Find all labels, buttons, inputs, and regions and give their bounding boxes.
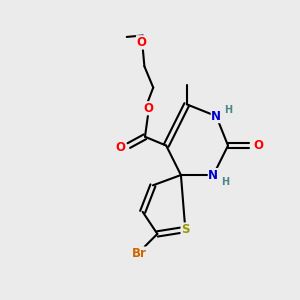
Text: S: S bbox=[181, 223, 190, 236]
Text: N: N bbox=[211, 110, 221, 123]
Text: O: O bbox=[253, 139, 263, 152]
Text: O: O bbox=[116, 141, 126, 154]
Text: H: H bbox=[224, 105, 232, 115]
Text: O: O bbox=[143, 102, 153, 115]
Text: Br: Br bbox=[132, 247, 147, 260]
Text: O: O bbox=[136, 36, 146, 49]
Text: N: N bbox=[208, 169, 218, 182]
Text: H: H bbox=[222, 176, 230, 187]
